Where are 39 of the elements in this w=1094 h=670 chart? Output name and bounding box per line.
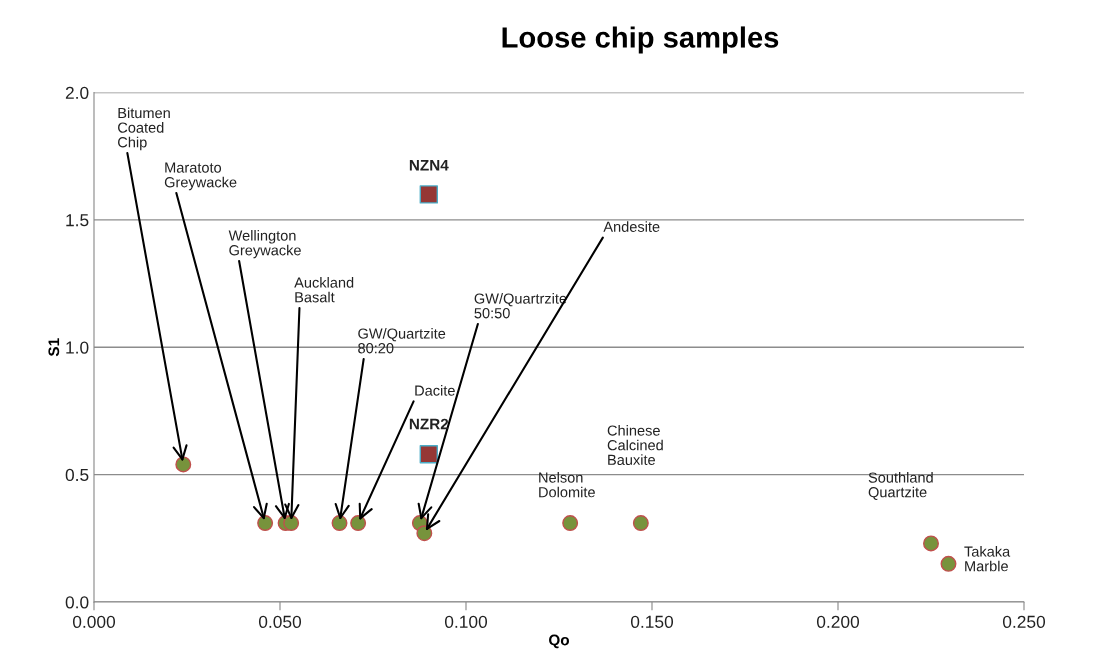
point [416, 525, 433, 542]
annotation: Wellington Greywacke [228, 230, 301, 259]
annotation: Southland Quartzite [868, 472, 933, 500]
point [632, 515, 649, 532]
y-axis-title: S1 [48, 338, 60, 357]
annotation: Takaka Marble [964, 546, 1011, 572]
point [257, 515, 274, 532]
chart-title: Loose chip samples [502, 26, 779, 54]
y-tick-label: 1.0 [66, 341, 89, 354]
annotation: Dacite [415, 385, 455, 396]
point [419, 185, 439, 204]
point [331, 515, 348, 532]
x-tick-label: 0.150 [630, 615, 674, 628]
point [419, 445, 439, 464]
y-tick-label: 1.5 [66, 214, 89, 227]
point [350, 515, 367, 532]
x-tick-label: 0.250 [1002, 615, 1046, 628]
annotation: Nelson Dolomite [539, 472, 595, 498]
point [175, 456, 192, 473]
annotation: Andesite [603, 221, 660, 232]
annotation: NZR2 [409, 418, 449, 430]
x-tick-label: 0.200 [816, 615, 860, 628]
point [923, 535, 939, 552]
x-tick-label: 0.100 [444, 615, 488, 628]
point [940, 555, 957, 572]
y-tick-label: 0.0 [65, 596, 89, 609]
annotation: Chinese Calcined Bauxite [607, 425, 663, 466]
point [283, 515, 300, 532]
annotation: Maratoto Greywacke [164, 162, 237, 191]
annotation: Bitumen Coated Chip [118, 107, 170, 151]
y-tick-label: 2.0 [65, 86, 89, 99]
annotation: Auckland Basalt [294, 277, 354, 303]
x-tick-label: 0.050 [258, 615, 302, 628]
annotation: NZN4 [409, 159, 449, 171]
y-tick-label: 0.5 [65, 468, 89, 482]
annotation: GW/Quartzite 80:20 [358, 328, 446, 354]
x-tick-label: 0.000 [72, 615, 116, 628]
x-axis-title: Qo [549, 634, 570, 649]
point [562, 515, 579, 532]
